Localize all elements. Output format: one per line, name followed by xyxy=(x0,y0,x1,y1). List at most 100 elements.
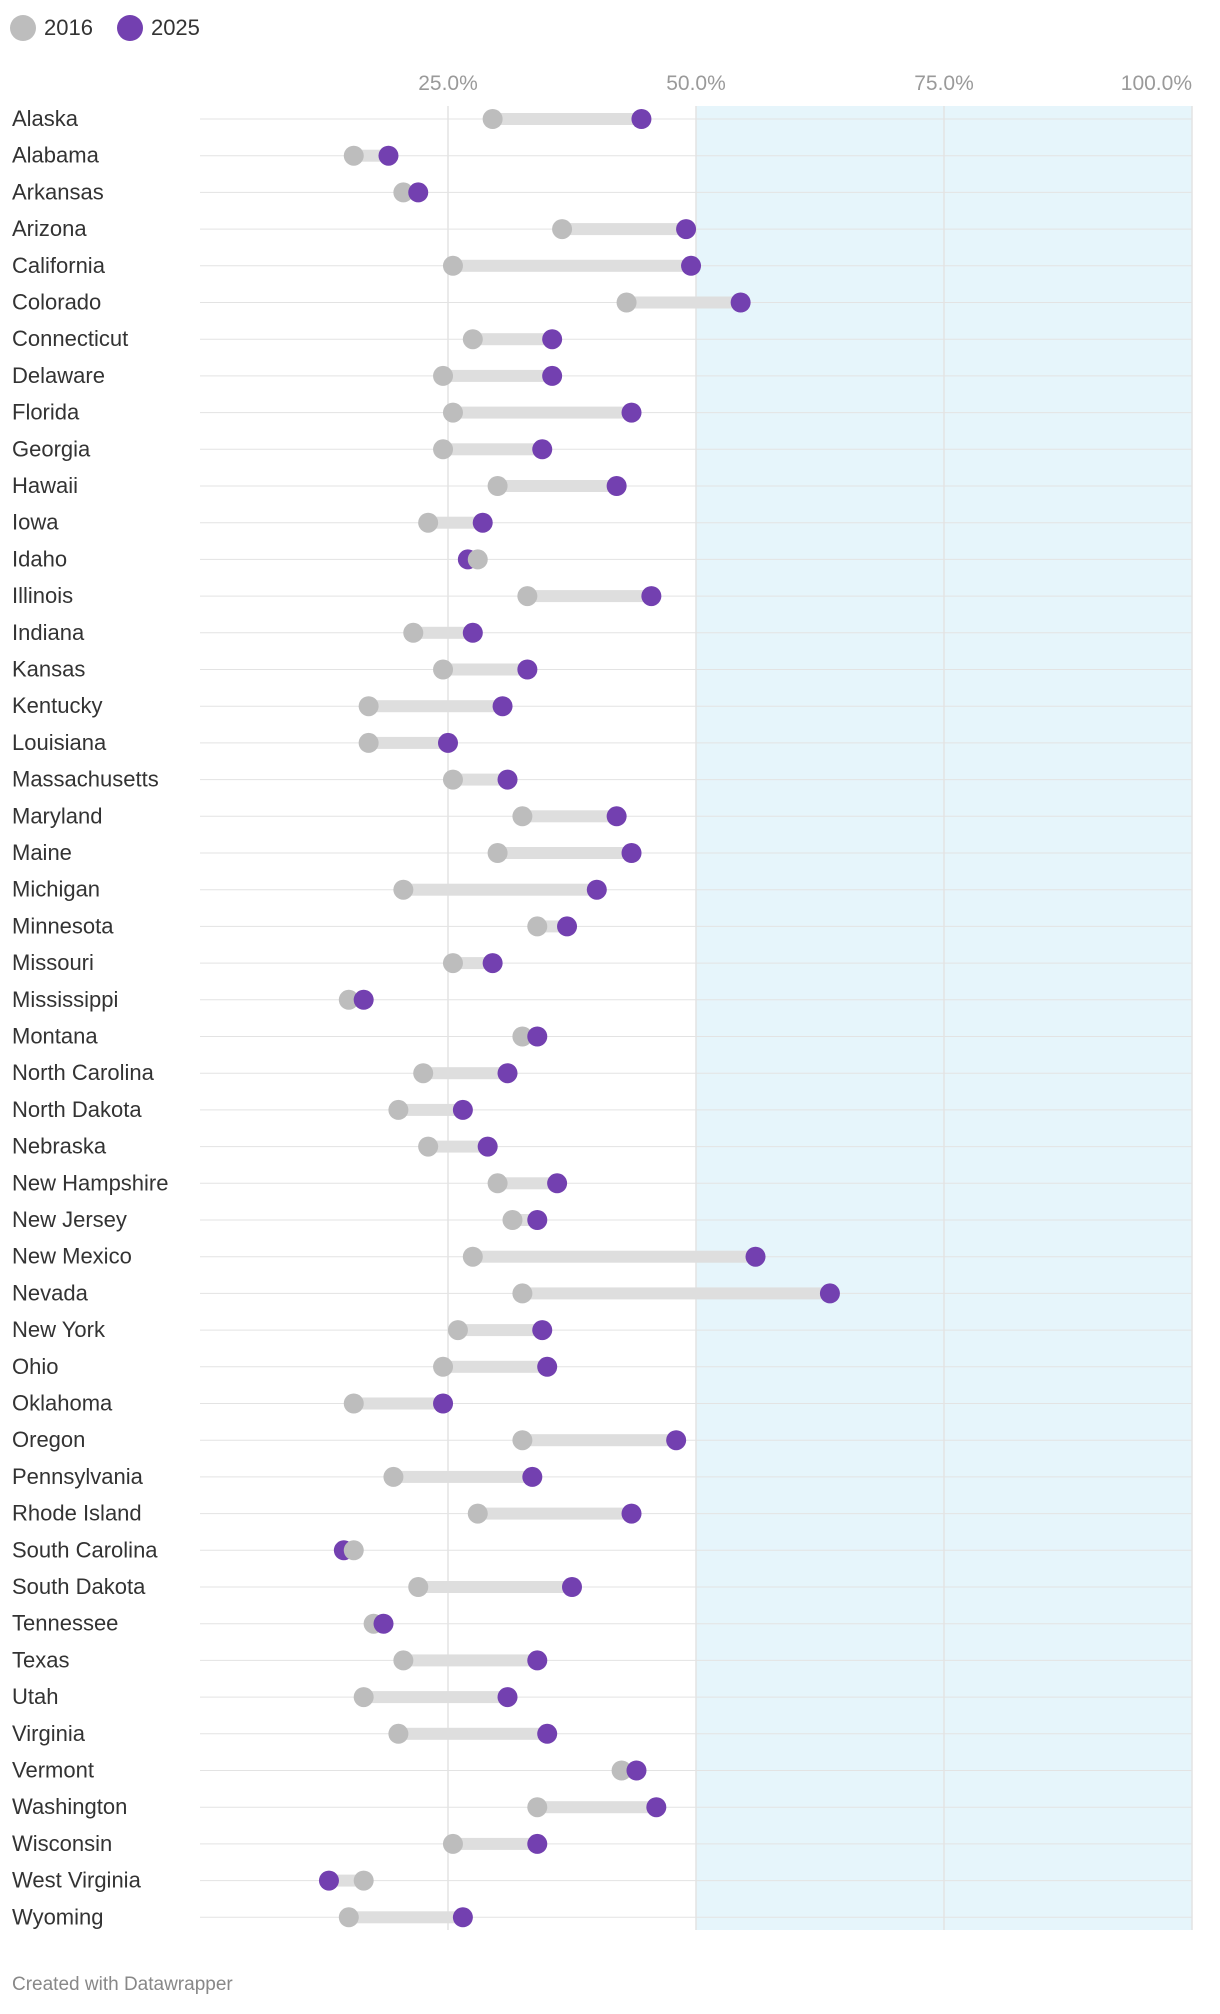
legend-label-2016: 2016 xyxy=(44,15,93,40)
point-2025 xyxy=(408,182,429,203)
point-2016 xyxy=(338,989,359,1010)
connector-bar xyxy=(562,223,687,236)
point-2025 xyxy=(557,916,578,937)
connector-bar xyxy=(443,369,553,382)
point-2016 xyxy=(442,1833,463,1854)
point-2016 xyxy=(611,1760,632,1781)
point-2016 xyxy=(388,1723,409,1744)
point-2016 xyxy=(433,439,454,460)
category-label: California xyxy=(12,253,106,278)
point-2025 xyxy=(606,476,627,496)
category-label: Florida xyxy=(12,400,80,425)
point-2016 xyxy=(447,1320,468,1341)
category-label: Kansas xyxy=(12,657,85,682)
point-2025 xyxy=(745,1246,766,1267)
point-2025 xyxy=(522,1466,543,1487)
point-2016 xyxy=(512,1026,533,1047)
connector-bar xyxy=(477,1507,632,1520)
category-label: Colorado xyxy=(12,290,101,315)
x-tick-label: 50.0% xyxy=(666,72,726,95)
point-2025 xyxy=(492,696,513,717)
category-label: Hawaii xyxy=(12,473,78,498)
point-2016 xyxy=(512,806,533,827)
category-label: Illinois xyxy=(12,583,73,608)
point-2016 xyxy=(358,732,379,753)
point-2025 xyxy=(730,292,751,313)
category-label: West Virginia xyxy=(12,1868,142,1893)
point-2025 xyxy=(452,1907,473,1928)
point-2016 xyxy=(433,365,454,386)
point-2016 xyxy=(433,659,454,680)
point-2016 xyxy=(393,879,414,900)
category-label: Nebraska xyxy=(12,1134,107,1159)
point-2025 xyxy=(527,1650,548,1671)
connector-bar xyxy=(398,1103,463,1116)
category-label: Arizona xyxy=(12,216,87,241)
x-tick-label: 75.0% xyxy=(914,72,974,95)
connector-bar xyxy=(418,1581,572,1593)
connector-bar xyxy=(348,1911,463,1924)
point-2016 xyxy=(343,1393,364,1414)
point-2025 xyxy=(527,1833,548,1854)
category-label: Pennsylvania xyxy=(12,1464,144,1489)
point-2025 xyxy=(517,659,538,680)
point-2016 xyxy=(393,1650,414,1671)
legend-item-2016[interactable]: 2016 xyxy=(10,15,93,41)
connector-bar xyxy=(443,443,543,456)
category-label: Mississippi xyxy=(12,987,118,1012)
category-label: New Mexico xyxy=(12,1244,132,1269)
point-2016 xyxy=(527,916,548,937)
category-label: Utah xyxy=(12,1684,58,1709)
connector-bar xyxy=(363,1691,508,1704)
connector-bar xyxy=(403,883,597,896)
point-2025 xyxy=(562,1577,582,1597)
point-2016 xyxy=(393,182,414,203)
connector-bar xyxy=(626,296,741,309)
point-2025 xyxy=(527,1026,548,1047)
point-2016 xyxy=(467,549,488,570)
point-2016 xyxy=(502,1210,523,1230)
point-2016 xyxy=(413,1063,434,1084)
connector-bar xyxy=(452,1837,538,1850)
category-label: Maryland xyxy=(12,803,102,828)
x-tick-label: 25.0% xyxy=(418,72,478,95)
category-label: Alaska xyxy=(12,106,79,131)
point-2025 xyxy=(676,219,697,240)
point-2025 xyxy=(532,439,553,460)
category-label: New Hampshire xyxy=(12,1170,169,1195)
point-2025 xyxy=(477,1136,498,1157)
point-2016 xyxy=(487,843,508,863)
connector-bar xyxy=(398,1727,548,1740)
point-2016 xyxy=(552,219,573,240)
category-label: Missouri xyxy=(12,950,94,975)
point-2016 xyxy=(418,1136,439,1157)
point-2016 xyxy=(487,476,508,496)
legend-item-2025[interactable]: 2025 xyxy=(116,15,200,41)
point-2016 xyxy=(408,1577,429,1597)
category-label: Kentucky xyxy=(12,693,103,718)
category-label: Rhode Island xyxy=(12,1501,142,1526)
point-2016 xyxy=(487,1173,508,1194)
point-2016 xyxy=(442,255,463,276)
category-label: Texas xyxy=(12,1647,69,1672)
point-2025 xyxy=(621,1503,642,1524)
point-2025 xyxy=(631,109,652,129)
point-2016 xyxy=(482,109,503,129)
category-label: South Dakota xyxy=(12,1574,146,1599)
connector-bar xyxy=(497,480,617,492)
connector-bar xyxy=(492,113,642,125)
category-label: New Jersey xyxy=(12,1207,127,1232)
point-2016 xyxy=(462,329,483,350)
category-label: Vermont xyxy=(12,1758,94,1783)
point-2025 xyxy=(527,1210,548,1230)
category-label: Louisiana xyxy=(12,730,107,755)
point-2025 xyxy=(586,879,607,900)
category-label: Massachusetts xyxy=(12,767,159,792)
category-label: Washington xyxy=(12,1794,127,1819)
point-2025 xyxy=(537,1723,558,1744)
legend-label-2025: 2025 xyxy=(150,15,200,40)
category-label: Arkansas xyxy=(12,179,104,204)
category-label: Wisconsin xyxy=(12,1831,112,1856)
connector-bar xyxy=(497,1177,558,1190)
point-2025 xyxy=(482,953,503,974)
